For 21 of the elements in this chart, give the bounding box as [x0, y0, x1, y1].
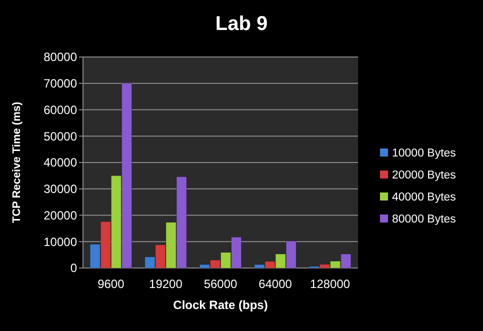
x-tick-label: 128000: [310, 277, 350, 291]
x-axis-title: Clock Rate (bps): [173, 298, 268, 312]
x-tick-label: 9600: [98, 277, 125, 291]
y-axis-title: TCP Receive Time (ms): [11, 102, 23, 224]
legend-label: 20000 Bytes: [392, 170, 456, 182]
x-tick-label: 19200: [149, 277, 183, 291]
y-tick-label: 10000: [44, 234, 78, 249]
y-tick-label: 0: [70, 261, 78, 276]
y-tick-label: 50000: [44, 129, 78, 144]
x-tick-label: 56000: [204, 277, 238, 291]
legend-label: 10000 Bytes: [392, 148, 456, 160]
y-tick-label: 20000: [44, 208, 78, 222]
legend-label: 40000 Bytes: [392, 192, 456, 204]
y-tick-label: 70000: [44, 76, 78, 91]
y-tick-label: 30000: [44, 182, 78, 196]
y-tick-label: 60000: [44, 102, 78, 117]
y-tick-label: 80000: [44, 50, 78, 64]
chart-title: Lab 9: [215, 13, 268, 35]
legend-label: 80000 Bytes: [392, 214, 456, 226]
y-tick-label: 40000: [44, 156, 78, 170]
x-tick-label: 64000: [258, 277, 292, 291]
